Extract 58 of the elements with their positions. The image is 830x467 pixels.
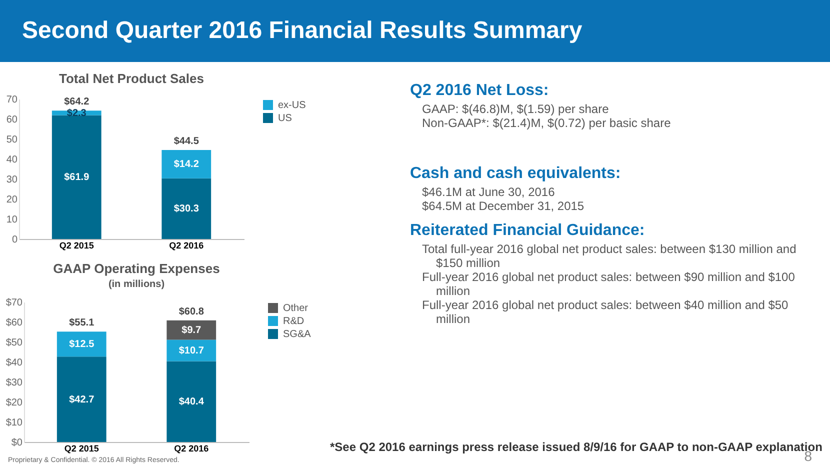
y-tick-label: 10 — [6, 214, 18, 226]
bar — [52, 115, 102, 239]
total-label: $55.1 — [69, 318, 95, 329]
x-tick-label: Q2 2016 — [169, 240, 204, 250]
total-label: $64.2 — [64, 96, 90, 108]
legend-label: R&D — [283, 316, 304, 327]
text: Second Quarter 2016 Financial Results Summary — [0, 0, 830, 62]
y-tick-label: $30 — [6, 378, 23, 388]
y-tick-label: 60 — [6, 114, 18, 126]
text: Q2 2016 Net Loss: — [410, 82, 550, 100]
bar — [56, 332, 106, 357]
data-label: $14.2 — [174, 159, 200, 170]
data-label: $42.7 — [69, 394, 95, 406]
y-tick-label: $50 — [6, 338, 23, 348]
bar — [162, 178, 212, 239]
y-tick-label: 40 — [6, 154, 18, 166]
data-label: $12.5 — [69, 339, 95, 350]
x-tick-label: Q2 2015 — [59, 240, 94, 250]
data-label: $10.7 — [178, 346, 204, 356]
text: Cash and cash equivalents: — [410, 165, 622, 183]
y-tick-label: 30 — [6, 174, 18, 186]
y-tick-label: 50 — [6, 134, 18, 146]
text: $46.1M at June 30, 2016 — [422, 185, 556, 199]
y-tick-label: 20 — [6, 194, 18, 206]
data-label: $9.7 — [182, 325, 202, 336]
y-tick-label: $70 — [6, 298, 23, 308]
bar — [166, 320, 216, 340]
legend-label: Other — [283, 303, 309, 314]
x-tick-label: Q2 2016 — [174, 444, 209, 454]
y-tick-label: $10 — [6, 418, 23, 428]
y-tick-label: $60 — [6, 318, 23, 328]
text: $64.5M at December 31, 2015 — [422, 199, 586, 213]
x-tick-label: Q2 2015 — [64, 444, 99, 454]
y-tick-label: $20 — [6, 398, 23, 408]
chart-subtitle: (in millions) — [108, 279, 165, 290]
y-tick-label: $0 — [11, 438, 23, 448]
data-label: $40.4 — [178, 396, 204, 408]
y-tick-label: $40 — [6, 358, 23, 368]
bar — [166, 361, 216, 442]
text: Reiterated Financial Guidance: — [410, 222, 646, 240]
bar — [56, 356, 106, 442]
legend-label: US — [278, 113, 292, 124]
total-label: $44.5 — [174, 136, 200, 147]
text: Full-year 2016 global net product sales: between $40 million and $50 million — [422, 298, 790, 326]
text: GAAP: $(46.8)M, $(1.59) per share — [422, 102, 610, 116]
y-tick-label: 0 — [12, 234, 18, 246]
legend-label: SG&A — [283, 329, 312, 340]
data-label: $61.9 — [64, 172, 90, 184]
total-label: $60.8 — [178, 306, 204, 318]
text: Non-GAAP*: $(21.4)M, $(0.72) per basic share — [422, 116, 672, 130]
legend-label: ex-US — [278, 100, 306, 111]
chart-title: Total Net Product Sales — [59, 71, 204, 86]
y-tick-label: 70 — [6, 94, 18, 106]
chart-title: GAAP Operating Expenses — [53, 261, 220, 276]
data-label: $30.3 — [174, 204, 200, 215]
bar — [162, 150, 212, 178]
text: Full-year 2016 global net product sales: between $90 million and $100 million — [422, 270, 796, 298]
text: Total full-year 2016 global net product sales: between $130 million and $150 million — [422, 242, 798, 270]
